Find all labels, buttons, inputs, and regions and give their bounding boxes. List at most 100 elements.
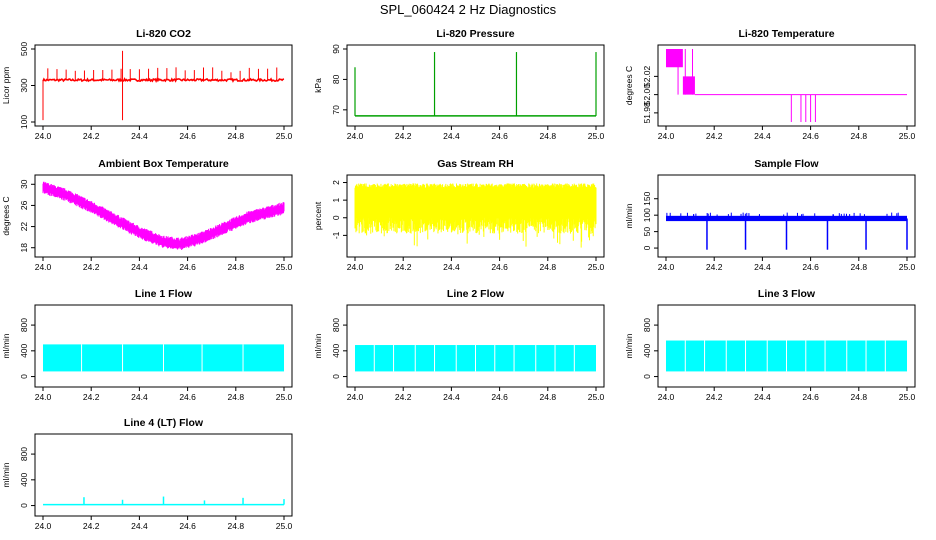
panel-pressure: Li-820 Pressure kPa 24.0 24.2 24.4 24.6 24.8 25… bbox=[313, 28, 605, 141]
panel-line3: Line 3 Flow ml/min 24.0 24.2 24.4 24.6 24.8 25.… bbox=[624, 288, 916, 402]
panel-title: Line 1 Flow bbox=[135, 288, 193, 300]
x-tick-label: 24.0 bbox=[347, 392, 364, 402]
series-block bbox=[682, 76, 695, 95]
x-tick-label: 24.0 bbox=[35, 131, 52, 141]
x-tick-label: 24.0 bbox=[658, 392, 675, 402]
panel-title: Line 2 Flow bbox=[447, 288, 505, 300]
y-tick-label: 400 bbox=[642, 343, 652, 357]
y-tick-label: 400 bbox=[19, 343, 29, 357]
y-tick-label: 0 bbox=[19, 374, 29, 379]
panel-rh: Gas Stream RH percent 24.0 24.2 24.4 24.6 24.8… bbox=[313, 158, 605, 272]
panel-title: Gas Stream RH bbox=[437, 158, 513, 170]
panel-title: Ambient Box Temperature bbox=[98, 158, 229, 170]
panel-title: Li-820 Pressure bbox=[436, 28, 514, 40]
panel-frame bbox=[346, 44, 605, 127]
y-tick-label: 22 bbox=[19, 222, 29, 232]
panel-temperature: Li-820 Temperature degrees C 24.0 24.2 24.4 2… bbox=[624, 28, 916, 141]
y-axis-label: ml/min bbox=[313, 333, 323, 358]
x-tick-label: 24.4 bbox=[754, 262, 771, 272]
x-tick-label: 24.8 bbox=[540, 262, 557, 272]
x-tick-label: 24.8 bbox=[851, 131, 868, 141]
panel-title: Li-820 Temperature bbox=[738, 28, 834, 40]
x-tick-label: 24.6 bbox=[802, 392, 819, 402]
x-tick-label: 24.2 bbox=[706, 131, 723, 141]
panel-frame bbox=[657, 44, 916, 127]
x-tick-label: 24.4 bbox=[131, 262, 148, 272]
x-tick-label: 25.0 bbox=[276, 262, 293, 272]
y-tick-label: 100 bbox=[19, 115, 29, 129]
x-tick-label: 24.8 bbox=[228, 521, 245, 531]
y-tick-label: 100 bbox=[642, 208, 652, 222]
x-tick-label: 24.4 bbox=[131, 131, 148, 141]
panel-frame bbox=[34, 174, 293, 258]
y-tick-label: 0 bbox=[331, 215, 341, 220]
x-tick-label: 24.6 bbox=[802, 262, 819, 272]
x-tick-label: 24.6 bbox=[179, 262, 196, 272]
x-tick-label: 24.0 bbox=[35, 521, 52, 531]
y-tick-label: 800 bbox=[19, 447, 29, 461]
x-tick-label: 24.2 bbox=[83, 262, 100, 272]
y-tick-label: 300 bbox=[19, 78, 29, 92]
x-tick-label: 25.0 bbox=[899, 262, 916, 272]
x-tick-label: 24.0 bbox=[35, 262, 52, 272]
panel-frame bbox=[346, 304, 605, 388]
x-tick-label: 24.8 bbox=[228, 262, 245, 272]
x-tick-label: 24.2 bbox=[83, 521, 100, 531]
y-axis-label: degrees C bbox=[1, 196, 11, 235]
y-tick-label: 2 bbox=[331, 180, 341, 185]
x-tick-label: 24.6 bbox=[491, 262, 508, 272]
y-tick-label: 0 bbox=[331, 374, 341, 379]
y-axis-label: ml/min bbox=[624, 333, 634, 358]
x-tick-label: 24.8 bbox=[228, 392, 245, 402]
x-tick-label: 24.2 bbox=[706, 262, 723, 272]
y-axis-label: ml/min bbox=[1, 462, 11, 487]
y-tick-label: 50 bbox=[642, 227, 652, 237]
figure-title: SPL_060424 2 Hz Diagnostics bbox=[379, 2, 557, 17]
x-tick-label: 24.6 bbox=[179, 392, 196, 402]
x-tick-label: 25.0 bbox=[588, 262, 605, 272]
x-tick-label: 24.0 bbox=[35, 392, 52, 402]
y-tick-label: -1 bbox=[331, 231, 341, 239]
y-tick-label: 30 bbox=[19, 179, 29, 189]
y-axis-label: ml/min bbox=[624, 203, 634, 228]
y-axis-label: kPa bbox=[313, 78, 323, 93]
y-tick-label: 26 bbox=[19, 200, 29, 210]
x-tick-label: 24.6 bbox=[179, 131, 196, 141]
x-tick-label: 25.0 bbox=[899, 131, 916, 141]
y-tick-label: 1 bbox=[331, 198, 341, 203]
x-tick-label: 24.6 bbox=[491, 131, 508, 141]
x-tick-label: 24.6 bbox=[802, 131, 819, 141]
panel-co2: Li-820 CO2 Licor ppm 24.0 24.2 24.4 24.6 24.8 2… bbox=[1, 28, 293, 141]
x-tick-label: 25.0 bbox=[899, 392, 916, 402]
y-axis-label: degrees C bbox=[624, 66, 634, 105]
x-tick-label: 24.4 bbox=[754, 131, 771, 141]
x-tick-label: 24.8 bbox=[851, 392, 868, 402]
x-tick-label: 24.0 bbox=[347, 262, 364, 272]
y-tick-label: 80 bbox=[331, 74, 341, 84]
panel-title: Line 3 Flow bbox=[758, 288, 816, 300]
x-tick-label: 24.0 bbox=[658, 262, 675, 272]
y-axis-label: percent bbox=[313, 201, 323, 230]
x-tick-label: 24.8 bbox=[228, 131, 245, 141]
x-tick-label: 24.4 bbox=[443, 262, 460, 272]
x-tick-label: 24.4 bbox=[754, 392, 771, 402]
x-tick-label: 24.2 bbox=[395, 262, 412, 272]
x-tick-label: 25.0 bbox=[276, 131, 293, 141]
panel-frame bbox=[34, 44, 293, 127]
x-tick-label: 24.2 bbox=[395, 392, 412, 402]
panel-line1: Line 1 Flow ml/min 24.0 24.2 24.4 24.6 24.8 25.… bbox=[1, 288, 293, 402]
x-tick-label: 24.4 bbox=[131, 521, 148, 531]
panel-frame bbox=[346, 174, 605, 258]
y-tick-label: 500 bbox=[19, 42, 29, 56]
y-tick-label: 150 bbox=[642, 191, 652, 205]
panel-frame bbox=[34, 433, 293, 517]
panel-frame bbox=[657, 174, 916, 258]
x-tick-label: 24.4 bbox=[443, 131, 460, 141]
x-tick-label: 24.2 bbox=[706, 392, 723, 402]
panel-title: Li-820 CO2 bbox=[136, 28, 191, 40]
y-tick-label: 0 bbox=[642, 374, 652, 379]
x-tick-label: 25.0 bbox=[276, 521, 293, 531]
y-tick-label: 90 bbox=[331, 44, 341, 54]
